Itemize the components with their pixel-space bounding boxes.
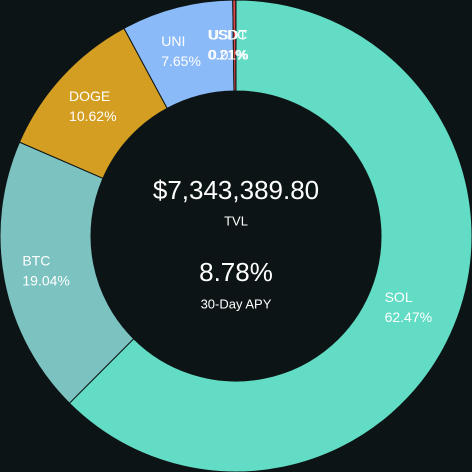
tvl-value: $7,343,389.80 (153, 175, 319, 205)
segment-value: 0.21% (208, 47, 248, 63)
segment-name: BTC (22, 252, 50, 268)
donut-segment (0, 141, 135, 404)
donut-segment (68, 0, 472, 472)
segment-name: DOGE (69, 88, 110, 104)
segment-value: 19.04% (22, 272, 69, 288)
tvl-label: TVL (224, 213, 248, 228)
segment-value: 0.01% (209, 47, 249, 63)
segment-name: USDC (208, 27, 248, 43)
segment-name: UNI (161, 33, 185, 49)
segment-value: 10.62% (69, 108, 116, 124)
segment-name: USDT (209, 27, 248, 43)
apy-value: 8.78% (199, 257, 273, 287)
segment-value: 7.65% (161, 53, 201, 69)
segment-name: SOL (385, 289, 413, 305)
apy-label: 30-Day APY (201, 296, 272, 311)
segment-value: 62.47% (385, 309, 432, 325)
